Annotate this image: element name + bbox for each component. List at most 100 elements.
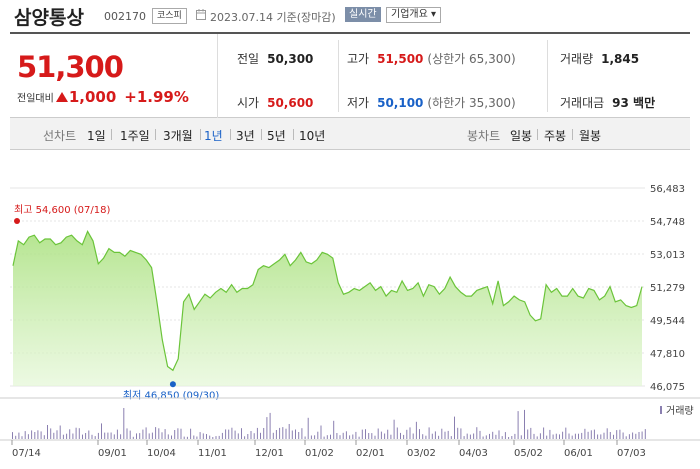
volume-bar — [613, 434, 614, 439]
volume-bar — [641, 431, 643, 439]
change-amount: 1,000 — [68, 88, 117, 106]
price-chart: 56,483 54,748 53,013 51,279 49,544 47,810 46,0… — [0, 184, 700, 459]
x-tick-label: 05/02 — [514, 448, 543, 459]
x-tick-label: 02/01 — [356, 448, 385, 459]
realtime-button[interactable]: 실시간 — [345, 7, 381, 22]
volume-bar — [393, 419, 395, 439]
volume-bar — [263, 428, 265, 439]
change-percent: +1.99% — [124, 88, 189, 106]
period-1d[interactable]: 1일 — [87, 129, 106, 143]
volume-bar — [485, 435, 487, 439]
period-1y[interactable]: 1년 — [204, 129, 223, 143]
separator — [293, 129, 294, 140]
volume-bar — [578, 433, 579, 439]
volume-bar — [469, 434, 471, 439]
volume-bar — [638, 432, 640, 439]
volume-bar — [361, 429, 363, 439]
period-3m[interactable]: 3개월 — [163, 129, 193, 143]
volume-bar — [355, 431, 357, 439]
prev-close-label: 전일 — [237, 52, 260, 66]
volume-bar — [339, 435, 341, 439]
volume-bar — [237, 433, 239, 439]
volume-legend: 거래량 — [666, 405, 694, 417]
stat-volume: 거래량 1,845 — [560, 50, 639, 67]
up-triangle-icon — [55, 92, 68, 102]
volume-bar — [120, 434, 122, 439]
volume-bar — [15, 435, 17, 439]
period-1w[interactable]: 1주일 — [120, 129, 150, 143]
volume-bar — [307, 417, 309, 439]
volume-bar — [225, 429, 227, 439]
volume-bar — [587, 431, 589, 439]
volume-bar — [530, 427, 532, 439]
stat-high: 고가 51,500 (상한가 65,300) — [347, 50, 516, 67]
volume-bar — [635, 433, 637, 439]
volume-bar — [180, 428, 182, 439]
volume-bar — [231, 427, 233, 439]
volume-bar — [123, 408, 125, 439]
volume-bar — [377, 428, 379, 439]
volume-bar — [562, 431, 564, 439]
volume-bar — [438, 435, 440, 439]
change-row: 전일대비 1,000 +1.99% — [17, 88, 189, 106]
period-3y[interactable]: 3년 — [236, 129, 255, 143]
volume-bar — [282, 427, 284, 439]
volume-bar — [358, 436, 360, 439]
amount-label: 거래대금 — [560, 96, 605, 110]
volume-bar — [244, 436, 246, 439]
volume-bar — [584, 428, 586, 439]
y-tick-label: 56,483 — [650, 184, 685, 195]
volume-bar — [495, 434, 497, 439]
volume-bar — [66, 433, 68, 439]
volume-bar — [56, 430, 58, 439]
volume-bar — [425, 435, 427, 439]
volume-bar — [374, 435, 376, 439]
amount-value: 93 백만 — [612, 96, 656, 110]
volume-bar — [546, 435, 548, 439]
volume-bar — [336, 433, 338, 439]
volume-bar — [209, 435, 211, 439]
volume-bar — [253, 433, 255, 439]
volume-bar — [403, 434, 405, 439]
volume-bar — [241, 428, 242, 439]
volume-bar — [113, 434, 115, 439]
period-bar: 선차트 1일 1주일 3개월 1년 3년 5년 10년 봉차트 일봉 주봉 월봉 — [10, 118, 690, 150]
candle-daily[interactable]: 일봉 — [510, 129, 533, 143]
volume-bar — [320, 425, 322, 439]
volume-bar — [132, 436, 134, 439]
x-tick-label: 09/01 — [98, 448, 127, 459]
period-10y[interactable]: 10년 — [299, 129, 326, 143]
volume-bar — [581, 432, 583, 439]
volume-bar — [539, 433, 541, 439]
period-5y[interactable]: 5년 — [267, 129, 286, 143]
candle-monthly[interactable]: 월봉 — [579, 129, 602, 143]
low-value: 50,100 — [377, 96, 424, 110]
volume-bar — [603, 432, 605, 439]
volume-bar — [460, 428, 462, 439]
low-annotation: 최저 46,850 (09/30) — [123, 389, 219, 401]
volume-bar — [565, 427, 567, 439]
y-tick-label: 51,279 — [650, 283, 685, 294]
volume-bar — [323, 436, 325, 439]
volume-bar — [167, 434, 169, 439]
volume-bar — [574, 433, 576, 439]
volume-bar — [301, 428, 303, 439]
low-marker — [169, 381, 176, 388]
volume-bar — [85, 433, 87, 439]
volume-bar — [330, 434, 331, 439]
stat-amount: 거래대금 93 백만 — [560, 94, 655, 111]
volume-bar — [31, 430, 33, 439]
volume-legend-swatch — [660, 406, 662, 414]
volume-bar — [72, 433, 74, 439]
volume-bar — [352, 434, 354, 439]
volume-bar — [552, 434, 554, 439]
volume-bar — [129, 430, 131, 439]
volume-bar — [441, 428, 443, 439]
volume-bar — [447, 430, 449, 439]
y-tick-label: 46,075 — [650, 382, 685, 393]
volume-bar — [37, 430, 39, 439]
open-label: 시가 — [237, 96, 260, 110]
candle-weekly[interactable]: 주봉 — [544, 129, 567, 143]
volume-bar — [279, 427, 281, 439]
company-overview-dropdown[interactable]: 기업개요 ▾ — [386, 7, 441, 23]
